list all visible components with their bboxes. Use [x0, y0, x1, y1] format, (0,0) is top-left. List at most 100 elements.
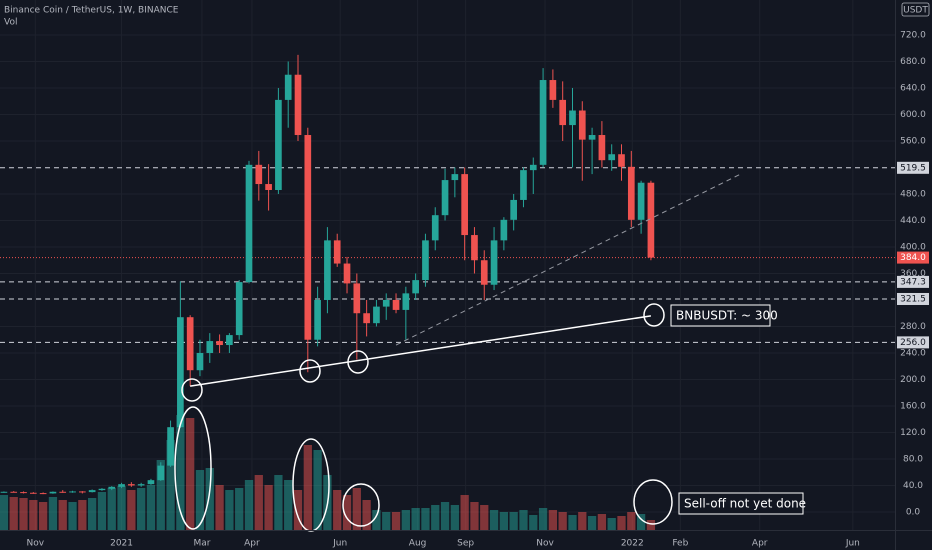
y-tick-label: 360.0: [900, 269, 926, 279]
volume-bar: [391, 512, 401, 530]
level-label: 256.0: [900, 338, 926, 348]
x-tick-label: Nov: [27, 539, 45, 549]
volume-layer: [0, 415, 656, 530]
candle-body: [520, 170, 527, 200]
candle-body: [333, 240, 341, 264]
candle-body: [363, 313, 370, 324]
volume-bar: [38, 502, 48, 530]
candle-body: [402, 293, 410, 310]
volume-bar: [78, 500, 87, 530]
volume-bar: [117, 486, 126, 530]
volume-bar: [548, 510, 558, 530]
candle-body: [480, 260, 488, 285]
candle-body: [88, 490, 96, 493]
candle-body: [49, 491, 57, 494]
candle-body: [618, 154, 625, 167]
y-tick-label: 0.0: [906, 507, 921, 517]
x-tick-label: 2021: [110, 539, 133, 549]
candle-body: [235, 282, 243, 336]
volume-bar: [9, 497, 18, 530]
volume-bar: [284, 480, 293, 530]
y-tick-label: 400.0: [900, 242, 926, 252]
circle: [181, 378, 203, 402]
x-tick-label: Sep: [457, 539, 474, 549]
candle-body: [304, 135, 312, 340]
y-tick-label: 600.0: [900, 110, 926, 120]
y-tick-label: 160.0: [900, 401, 926, 411]
volume-bar: [127, 490, 136, 530]
candle-body: [245, 164, 253, 283]
candle-body: [39, 493, 47, 495]
volume-bar: [636, 514, 646, 530]
volume-bar: [372, 510, 381, 530]
volume-bar: [401, 510, 410, 530]
y-tick-label: 720.0: [900, 30, 926, 40]
x-tick-label: Nov: [536, 539, 554, 549]
annotation-box: [678, 492, 804, 515]
y-tick-label: 80.0: [903, 454, 923, 464]
level-label: 519.5: [900, 163, 926, 173]
candle-body: [392, 299, 400, 310]
volume-bar: [88, 498, 97, 530]
volume-bar: [646, 520, 656, 530]
volume-bar: [235, 488, 244, 530]
candle-body: [441, 180, 449, 216]
candle-body: [324, 240, 331, 300]
volume-bar: [382, 512, 391, 530]
y-tick-label: 200.0: [900, 375, 926, 385]
candle-body: [177, 317, 184, 428]
candle-body: [451, 174, 459, 181]
candle-body: [412, 280, 419, 294]
grid: [0, 0, 895, 530]
volume-bar: [538, 508, 548, 530]
volume-bar: [195, 470, 205, 530]
volume-bar: [244, 480, 254, 530]
candle-body: [147, 480, 155, 485]
volume-bar: [215, 485, 224, 530]
level-label-box: [897, 292, 929, 305]
candle-body: [29, 492, 37, 494]
volume-bar: [627, 512, 636, 530]
volume-bar: [440, 502, 450, 530]
volume-bar: [293, 490, 303, 530]
volume-bar: [489, 510, 499, 530]
candle-body: [226, 335, 233, 346]
x-tick-label: Apr: [244, 539, 260, 549]
volume-bar: [0, 495, 9, 530]
volume-bar: [411, 508, 420, 530]
candle-body: [0, 491, 8, 493]
candle-body: [186, 317, 194, 371]
circle: [643, 303, 665, 327]
candle-body: [59, 491, 67, 493]
candle-body: [510, 199, 518, 220]
volume-label: Vol: [4, 18, 17, 28]
candle-body: [490, 240, 498, 285]
candle-body: [275, 99, 282, 191]
candle-body: [10, 491, 18, 493]
x-tick-label: Mar: [193, 539, 210, 549]
trendline-layer: [190, 174, 740, 387]
volume-bar: [48, 497, 58, 530]
candle-body: [461, 174, 468, 236]
x-tick-label: Aug: [409, 539, 427, 549]
circle: [347, 350, 369, 374]
candle-body: [69, 491, 76, 493]
candle-body: [137, 484, 145, 486]
level-label: 321.5: [900, 294, 926, 304]
x-tick-label: 2022: [621, 539, 644, 549]
volume-bar: [107, 488, 116, 530]
level-layer: [0, 167, 895, 343]
volume-bar: [352, 488, 361, 530]
candle-body: [196, 352, 204, 371]
candle-body: [608, 154, 616, 161]
volume-bar: [480, 505, 489, 530]
circle: [633, 479, 673, 525]
volume-bar: [450, 505, 459, 530]
candle-body: [647, 182, 655, 258]
volume-bar: [97, 492, 107, 530]
volume-bar: [431, 505, 440, 530]
candle-body: [549, 80, 557, 100]
trendline: [190, 315, 652, 387]
